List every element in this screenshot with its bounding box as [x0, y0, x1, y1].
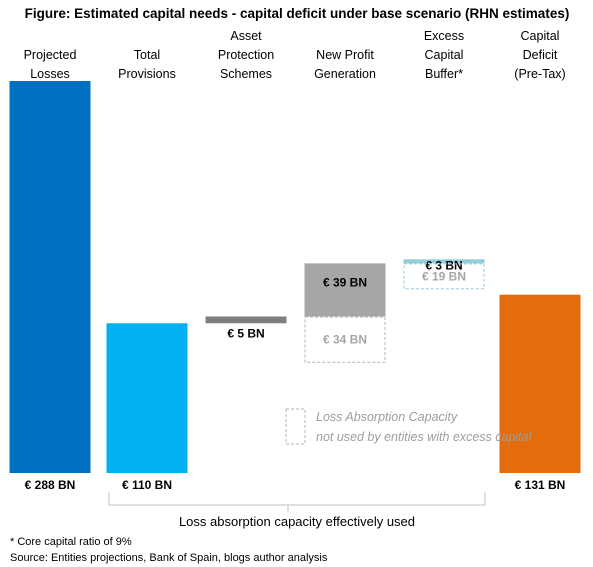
unused-capacity-4: [403, 263, 485, 290]
footnote-2: Source: Entities projections, Bank of Sp…: [10, 552, 328, 564]
category-label-0-0: Projected: [24, 48, 77, 62]
bar-label-5: € 131 BN: [515, 478, 566, 492]
category-labels: Projected Losses Total Provisions Asset Prote…: [24, 29, 566, 81]
unused-capacity-3: [304, 316, 386, 363]
category-label-4-2: Buffer*: [425, 67, 463, 81]
legend-line-2: not used by entities with excess capital: [316, 430, 533, 444]
unused-label-4: € 19 BN: [422, 269, 466, 283]
category-label-4-1: Capital: [425, 48, 464, 62]
bracket-label: Loss absorption capacity effectively use…: [179, 514, 415, 529]
bracket: Loss absorption capacity effectively use…: [108, 492, 486, 529]
bracket-line: [108, 492, 486, 512]
category-label-4-0: Excess: [424, 29, 464, 43]
category-label-5-2: (Pre-Tax): [514, 67, 565, 81]
bar-5: [499, 294, 581, 473]
chart-title: Figure: Estimated capital needs - capita…: [25, 6, 570, 21]
bar-label-2: € 5 BN: [227, 326, 264, 340]
category-label-3-0: New Profit: [316, 48, 374, 62]
category-label-2-0: Asset: [230, 29, 262, 43]
category-label-5-1: Deficit: [523, 48, 558, 62]
legend-unused-swatch: [285, 408, 306, 445]
bar-1: [106, 323, 188, 473]
category-label-1-0: Total: [134, 48, 160, 62]
legend-line-1: Loss Absorption Capacity: [316, 410, 458, 424]
bar-label-0: € 288 BN: [25, 478, 76, 492]
category-label-5-0: Capital: [521, 29, 560, 43]
footnote-1: * Core capital ratio of 9%: [10, 536, 132, 548]
bars: € 288 BN € 110 BN € 5 BN € 39 BN € 34 BN € 3 …: [9, 81, 581, 492]
category-label-2-1: Protection: [218, 48, 274, 62]
bar-label-1: € 110 BN: [122, 478, 172, 492]
bar-label-3: € 39 BN: [323, 275, 367, 289]
bar-4: [403, 259, 485, 264]
category-label-3-1: Generation: [314, 67, 376, 81]
category-label-0-1: Losses: [30, 67, 70, 81]
bar-0: [9, 81, 91, 473]
unused-label-3: € 34 BN: [323, 333, 367, 347]
bar-label-4: € 3 BN: [425, 258, 462, 272]
bar-2: [205, 316, 287, 324]
legend: Loss Absorption Capacity not used by ent…: [285, 408, 533, 445]
category-label-2-2: Schemes: [220, 67, 272, 81]
bar-3: [304, 263, 386, 317]
category-label-1-1: Provisions: [118, 67, 176, 81]
